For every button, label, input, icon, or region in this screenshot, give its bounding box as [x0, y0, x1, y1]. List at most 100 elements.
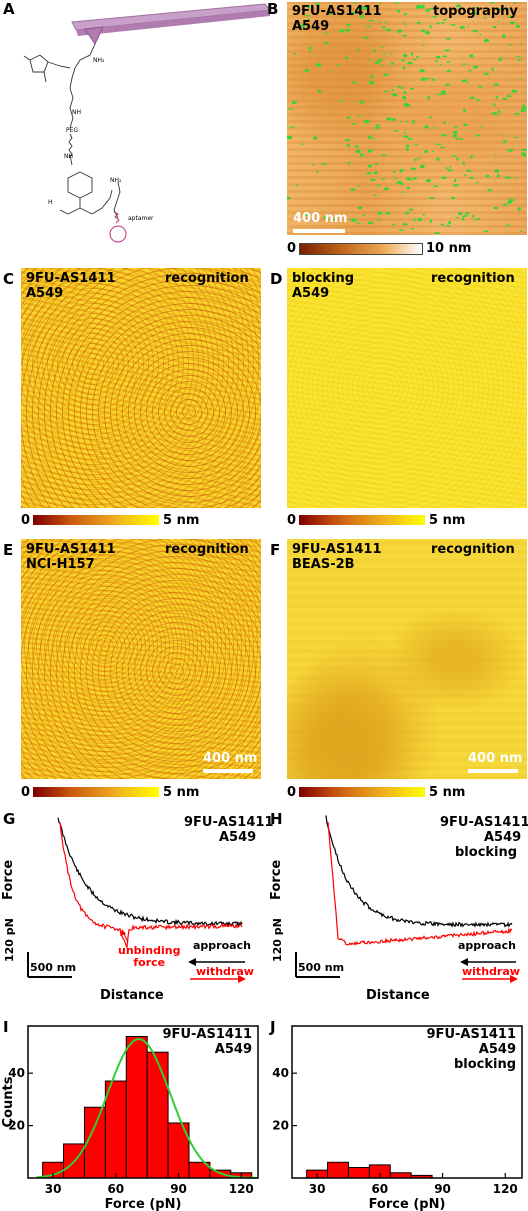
- colorbar-f-min: 0: [287, 785, 297, 800]
- recognition-spot: [312, 163, 315, 166]
- scalebar-e-label: 400 nm: [203, 751, 258, 766]
- recognition-spot: [463, 108, 467, 112]
- x-tick-label: 30: [309, 1182, 326, 1196]
- recognition-spot: [473, 218, 479, 220]
- recognition-spot: [424, 125, 429, 129]
- recognition-spot: [522, 104, 526, 108]
- recognition-spot: [413, 218, 416, 222]
- colorbar-e: [33, 787, 159, 797]
- recognition-spot: [359, 16, 363, 19]
- recognition-spot: [470, 171, 474, 173]
- recognition-spot: [428, 7, 434, 10]
- panel-b-letter: B: [267, 0, 279, 18]
- recognition-spot: [483, 38, 490, 43]
- gaussian-fit-curve: [36, 1038, 258, 1179]
- recognition-spot: [396, 29, 403, 33]
- chart-title-line: 9FU-AS1411: [427, 1027, 516, 1042]
- recognition-spot: [472, 214, 475, 218]
- recognition-spot: [446, 37, 451, 40]
- recognition-spot: [349, 6, 352, 10]
- recognition-spot: [446, 61, 451, 63]
- recognition-spot: [353, 2, 358, 4]
- recognition-spot: [396, 181, 403, 184]
- recognition-spot: [336, 64, 340, 67]
- recognition-spot: [406, 186, 411, 190]
- recognition-spot: [457, 138, 464, 140]
- recognition-spot: [347, 145, 350, 147]
- histogram-i: 30 60 90 120 20 40 Force (pN) Counts 9FU-AS1411A…: [1, 1025, 259, 1211]
- recognition-spot: [356, 48, 359, 52]
- recognition-spot: [381, 178, 386, 180]
- colorbar-d-max: 5 nm: [429, 513, 466, 528]
- recognition-spot: [374, 163, 379, 166]
- recognition-spot: [376, 184, 381, 187]
- recognition-spot: [449, 165, 452, 168]
- panel-e-mode: recognition: [165, 542, 249, 557]
- recognition-spot: [491, 67, 494, 72]
- recognition-spot: [446, 70, 452, 72]
- recognition-spot: [436, 157, 440, 161]
- recognition-spot: [368, 59, 372, 61]
- recognition-spot: [441, 91, 447, 95]
- histogram-j: 30 60 90 120 20 40 Force (pN) 9FU-AS1411A549blo…: [272, 1025, 523, 1211]
- recognition-spot: [506, 201, 512, 204]
- panel-a-schematic: NH₂ NH PEG NH H NH₂ aptamer: [23, 3, 271, 243]
- recognition-spot: [392, 223, 395, 226]
- recognition-spot: [410, 167, 417, 170]
- recognition-spot: [287, 196, 291, 200]
- recognition-spot: [366, 172, 373, 175]
- recognition-spot: [306, 5, 311, 9]
- recognition-spot: [417, 157, 421, 160]
- recognition-spot: [517, 209, 521, 211]
- recognition-spot: [394, 2, 400, 4]
- recognition-spot: [390, 53, 393, 55]
- y-tick-label: 20: [8, 1119, 25, 1133]
- recognition-spot: [377, 21, 381, 24]
- recognition-spot: [493, 206, 499, 210]
- recognition-spot: [495, 96, 499, 99]
- recognition-spot: [499, 57, 504, 59]
- recognition-spot: [422, 44, 425, 46]
- recognition-spot: [404, 104, 411, 107]
- recognition-spot: [381, 154, 387, 156]
- recognition-spot: [414, 143, 418, 146]
- recognition-spot: [293, 52, 296, 56]
- recognition-image-e: [21, 539, 261, 779]
- nh2-label: NH₂: [93, 57, 105, 64]
- panel-h-title2: A549: [484, 830, 522, 845]
- recognition-spot: [307, 18, 310, 21]
- recognition-spot: [501, 34, 506, 38]
- recognition-spot: [321, 163, 327, 166]
- recognition-spot: [470, 155, 473, 159]
- recognition-spot: [483, 72, 490, 76]
- recognition-spot: [385, 211, 391, 215]
- colorbar-d-min: 0: [287, 513, 297, 528]
- recognition-spot: [373, 49, 377, 52]
- recognition-spot: [461, 79, 468, 83]
- recognition-spot: [450, 196, 456, 200]
- recognition-spot: [393, 130, 400, 132]
- y-tick-label: 40: [272, 1066, 289, 1080]
- recognition-spot: [442, 55, 448, 58]
- colorbar-e-min: 0: [21, 785, 31, 800]
- recognition-spot: [421, 29, 425, 33]
- recognition-spot: [367, 149, 372, 153]
- y-tick-label: 40: [8, 1066, 25, 1080]
- recognition-spot: [366, 25, 371, 28]
- recognition-spot: [440, 223, 444, 226]
- recognition-spot: [512, 136, 519, 139]
- colorbar-f-max: 5 nm: [429, 785, 466, 800]
- recognition-spot: [416, 4, 422, 7]
- recognition-spot: [367, 135, 372, 139]
- y-tick-label: 20: [272, 1119, 289, 1133]
- recognition-spot: [514, 112, 520, 115]
- panel-h-ylabel: Force: [269, 859, 284, 900]
- recognition-spot: [519, 230, 524, 232]
- x-tick-label: 120: [229, 1182, 254, 1196]
- recognition-spot: [440, 176, 447, 179]
- nh-label-2: NH: [64, 153, 73, 160]
- recognition-spot: [507, 44, 513, 46]
- histogram-bar: [146, 1051, 169, 1179]
- histogram-bar: [104, 1080, 127, 1179]
- recognition-spot: [410, 227, 415, 230]
